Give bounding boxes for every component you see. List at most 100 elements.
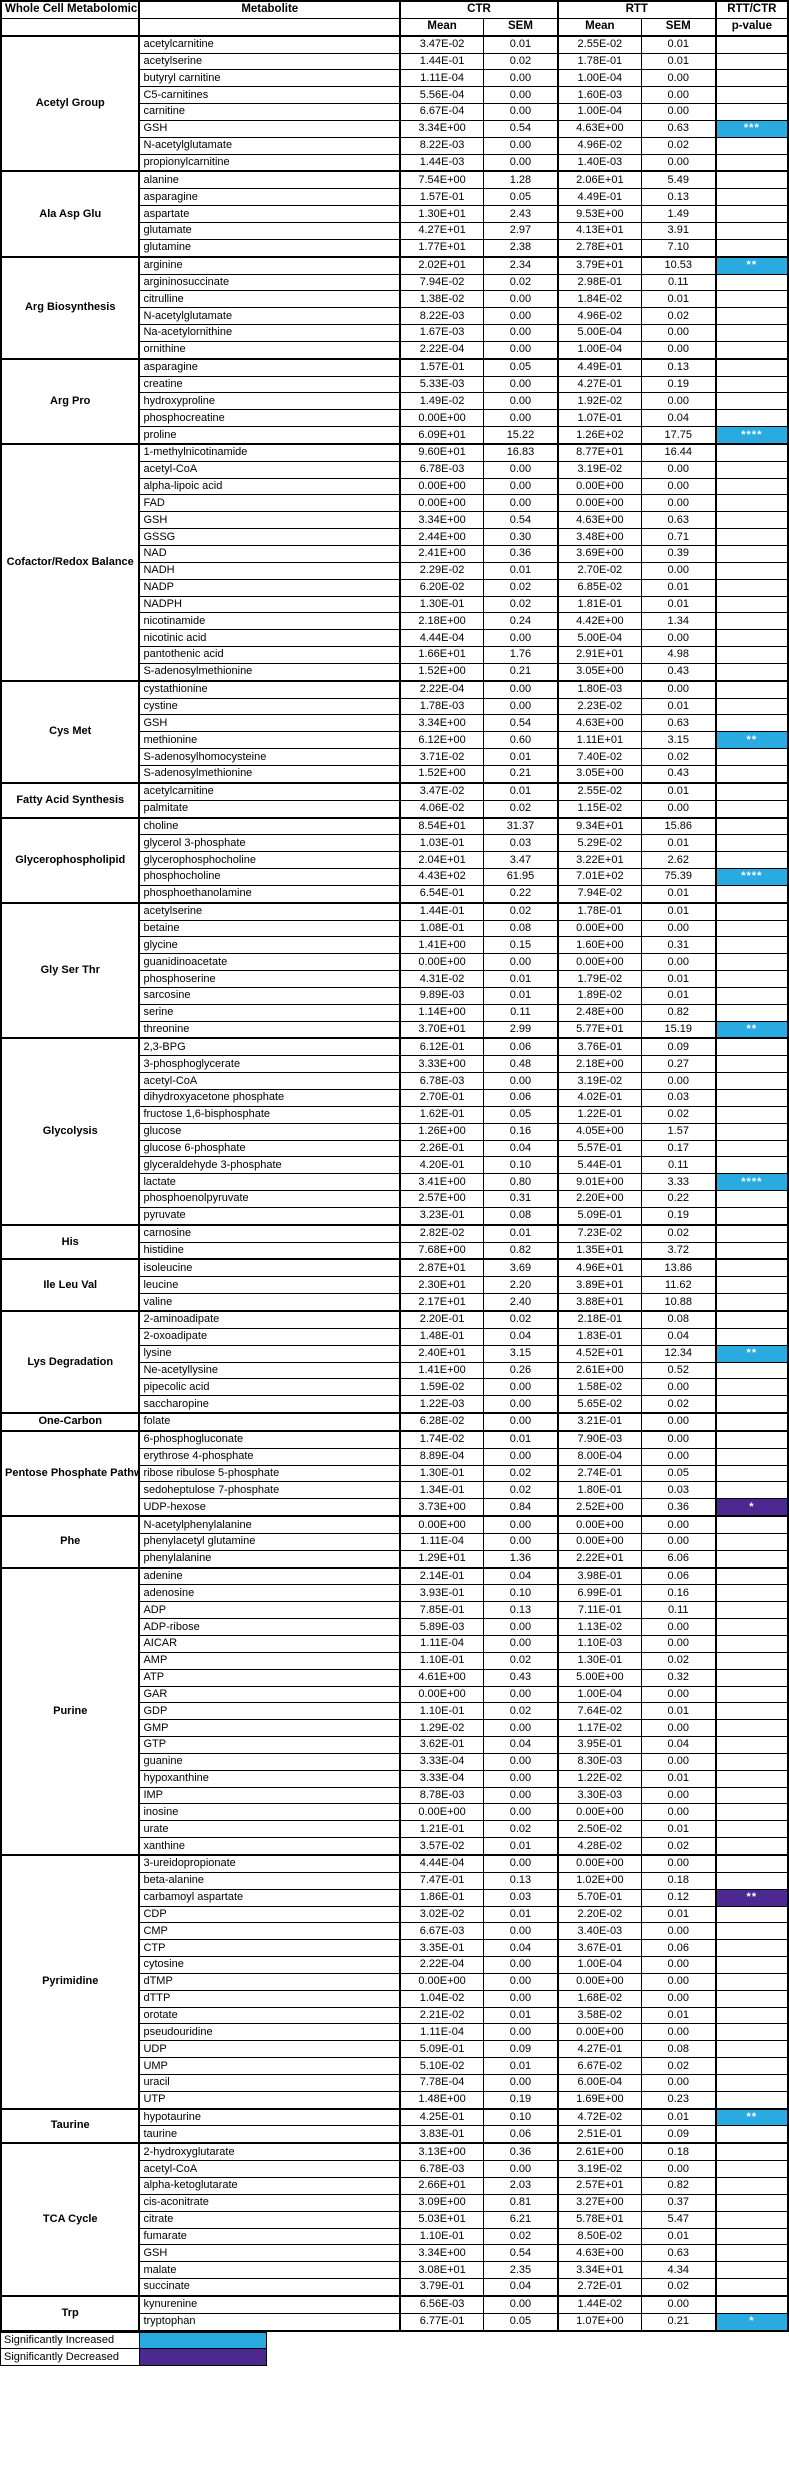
- metabolite-cell: asparagine: [138, 357, 402, 377]
- rtt-sem-cell: 0.00: [640, 561, 717, 580]
- rtt-mean-cell: 0.00E+00: [557, 2023, 642, 2042]
- ctr-sem-cell: 6.21: [483, 2210, 559, 2229]
- metabolite-cell: nicotinic acid: [138, 629, 402, 648]
- ctr-sem-cell: 0.22: [483, 884, 559, 904]
- table-row: Purine adenine 2.14E-01 0.04 3.98E-01 0.06: [0, 1566, 789, 1856]
- ctr-mean-cell: 1.41E+00: [399, 936, 485, 955]
- ctr-sem-cell: 0.21: [483, 662, 559, 682]
- pvalue-cell: [715, 1803, 789, 1822]
- pvalue-cell: [715, 936, 789, 955]
- table-row: His carnosine 2.82E-02 0.01 7.23E-02 0.02: [0, 1223, 789, 1260]
- metabolite-cell: hypotaurine: [138, 2107, 402, 2127]
- pvalue-cell: [715, 290, 789, 309]
- metabolite-cell: malate: [138, 2261, 402, 2280]
- ctr-mean-cell: 3.33E+00: [399, 1055, 485, 1074]
- pvalue-cell: [715, 1055, 789, 1074]
- ctr-mean-cell: 6.20E-02: [399, 578, 485, 597]
- ctr-sem-cell: 0.48: [483, 1055, 559, 1074]
- ctr-sem-cell: 0.00: [483, 2073, 559, 2092]
- group-label-cell: His: [0, 1223, 141, 1260]
- ctr-sem-cell: 0.02: [483, 1481, 559, 1500]
- metabolite-cell: 2,3-BPG: [138, 1037, 402, 1057]
- rtt-sem-cell: 0.00: [640, 1532, 717, 1551]
- table-row: asparagine 1.57E-01 0.05 4.49E-01 0.13: [1, 188, 789, 207]
- pvalue-cell: [715, 1635, 789, 1653]
- rtt-sem-cell: 0.02: [640, 136, 717, 155]
- ctr-mean-cell: 6.78E-03: [399, 460, 485, 479]
- metabolite-cell: kynurenine: [138, 2294, 402, 2314]
- ctr-mean-cell: 6.09E+01: [399, 426, 485, 445]
- rtt-mean-cell: 1.10E-03: [557, 1635, 642, 1653]
- ctr-mean-cell: 3.73E+00: [399, 1498, 485, 1517]
- rtt-sem-cell: 0.08: [640, 2040, 717, 2059]
- rtt-sem-cell: 3.15: [640, 731, 717, 750]
- group-label-cell: Pyrimidine: [0, 1853, 141, 2110]
- rtt-sem-cell: 15.19: [640, 1020, 717, 1039]
- rtt-sem-cell: 0.00: [640, 2073, 717, 2092]
- rtt-sem-cell: 0.04: [640, 1327, 717, 1346]
- pvalue-cell: [715, 1566, 789, 1586]
- rtt-mean-cell: 1.80E-03: [557, 679, 642, 699]
- rtt-mean-cell: 3.05E+00: [557, 662, 642, 682]
- ctr-sem-cell: 0.04: [483, 1939, 559, 1958]
- table-row: Arg Biosynthesis arginine 2.02E+01 2.34 3.79…: [0, 255, 789, 360]
- pvalue-cell: [715, 953, 789, 972]
- metabolite-cell: ornithine: [138, 340, 402, 360]
- ctr-mean-cell: 6.12E-01: [399, 1037, 485, 1057]
- table-row: Na-acetylornithine 1.67E-03 0.00 5.00E-04 0.…: [1, 324, 789, 342]
- pvalue-cell: [715, 884, 789, 904]
- pvalue-cell: [715, 188, 789, 207]
- pvalue-cell: [715, 1853, 789, 1873]
- pvalue-cell: [715, 1309, 789, 1329]
- metabolite-cell: UDP: [138, 2040, 402, 2059]
- ctr-mean-cell: 3.47E-02: [399, 34, 485, 54]
- metabolite-cell: glycerophosphocholine: [138, 851, 402, 870]
- pvalue-cell: [715, 834, 789, 853]
- metabolite-cell: uracil: [138, 2073, 402, 2092]
- ctr-mean-cell: 3.02E-02: [399, 1905, 485, 1924]
- rtt-mean-cell: 1.02E+00: [557, 1871, 642, 1890]
- ctr-mean-cell: 3.71E-02: [399, 748, 485, 766]
- legend-row: Significantly Increased: [0, 2331, 267, 2350]
- pvalue-cell: [715, 1752, 789, 1771]
- metabolite-cell: acetyl-CoA: [138, 1072, 402, 1090]
- pvalue-cell: [715, 1736, 789, 1754]
- ctr-sem-cell: 0.09: [483, 2040, 559, 2059]
- ctr-sem-cell: 0.02: [483, 1309, 559, 1329]
- metabolite-cell: NAD: [138, 545, 402, 563]
- rtt-sem-cell: 0.36: [640, 1498, 717, 1517]
- table-row: GSH 3.34E+00 0.54 4.63E+00 0.63 ***: [1, 119, 789, 138]
- metabolite-cell: ribose ribulose 5-phosphate: [138, 1464, 402, 1483]
- rtt-mean-cell: 1.83E-01: [557, 1327, 642, 1346]
- rtt-mean-cell: 1.15E-02: [557, 799, 642, 819]
- ctr-mean-cell: 3.34E+00: [399, 119, 485, 138]
- metabolite-cell: Na-acetylornithine: [138, 324, 402, 342]
- table-row: lysine 2.40E+01 3.15 4.52E+01 12.34 **: [1, 1344, 789, 1363]
- metabolite-cell: citrulline: [138, 290, 402, 309]
- table-row: UDP-hexose 3.73E+00 0.84 2.52E+00 0.36 *: [1, 1498, 789, 1517]
- table-row: CDP 3.02E-02 0.01 2.20E-02 0.01: [1, 1905, 789, 1924]
- ctr-mean-cell: 2.22E-04: [399, 340, 485, 360]
- ctr-sem-cell: 0.00: [483, 324, 559, 342]
- ctr-sem-cell: 2.40: [483, 1293, 559, 1312]
- ctr-sem-cell: 0.36: [483, 2142, 559, 2162]
- rtt-mean-cell: 6.67E-02: [557, 2057, 642, 2075]
- metabolite-cell: 3-phosphoglycerate: [138, 1055, 402, 1074]
- pvalue-cell: [715, 1481, 789, 1500]
- pvalue-cell: [715, 851, 789, 870]
- rtt-mean-cell: 4.63E+00: [557, 714, 642, 733]
- metabolite-cell: dihydroxyacetone phosphate: [138, 1089, 402, 1107]
- rtt-mean-cell: 0.00E+00: [557, 953, 642, 972]
- ctr-mean-cell: 5.33E-03: [399, 375, 485, 394]
- ctr-mean-cell: 3.33E-04: [399, 1752, 485, 1771]
- metabolite-cell: saccharopine: [138, 1395, 402, 1414]
- column-header-rtt-sem: SEM: [640, 17, 717, 37]
- group-label-cell: Phe: [0, 1515, 141, 1569]
- table-row: One-Carbon folate 6.28E-02 0.00 3.21E-01 0.00: [0, 1412, 789, 1432]
- table-row: Gly Ser Thr acetylserine 1.44E-01 0.02 1.78E…: [0, 901, 789, 1039]
- rtt-mean-cell: 3.19E-02: [557, 2160, 642, 2178]
- ctr-mean-cell: 3.08E+01: [399, 2261, 485, 2280]
- ctr-sem-cell: 15.22: [483, 426, 559, 445]
- ctr-mean-cell: 7.94E-02: [399, 273, 485, 292]
- metabolite-cell: pyruvate: [138, 1206, 402, 1226]
